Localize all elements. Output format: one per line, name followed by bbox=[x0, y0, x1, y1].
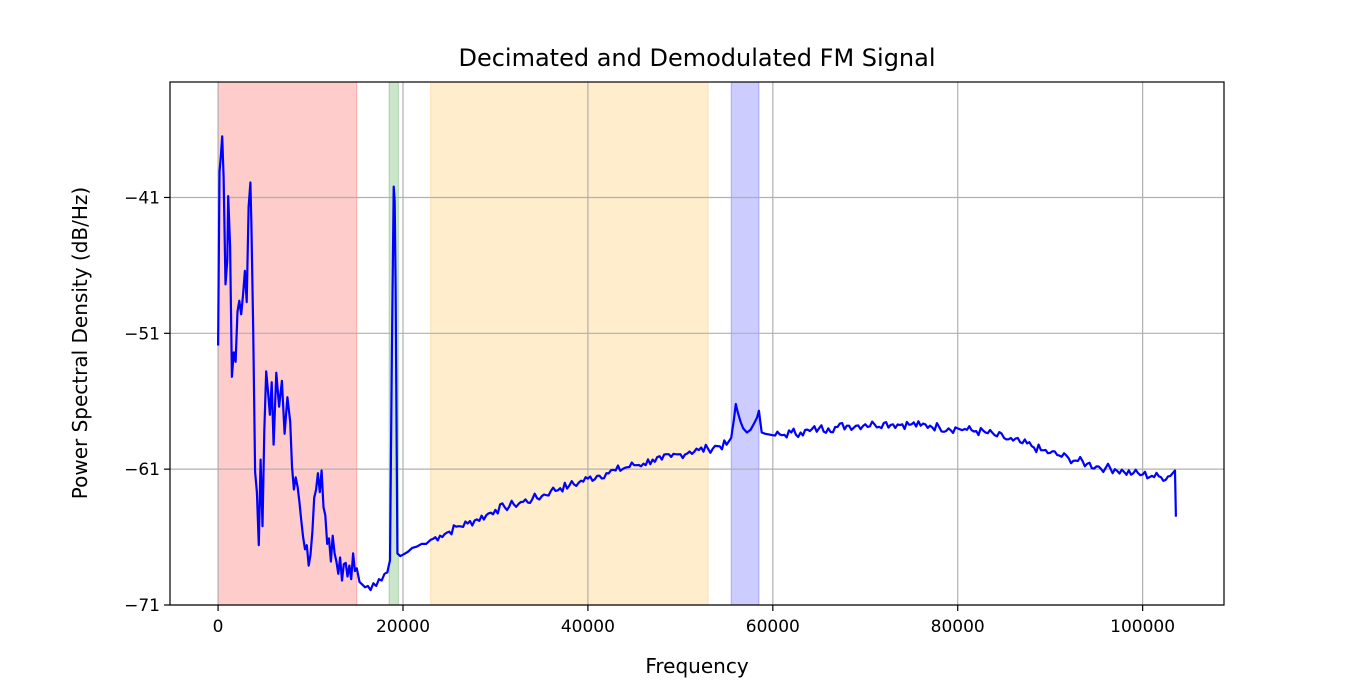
y-tick-label-1: −51 bbox=[124, 324, 160, 344]
x-tick-label-4: 80000 bbox=[931, 617, 985, 637]
frequency-bands bbox=[217, 81, 760, 606]
y-tick-label-3: −71 bbox=[124, 596, 160, 616]
x-axis-ticks: 0 20000 40000 60000 80000 100000 bbox=[213, 605, 1175, 637]
y-axis-ticks: −41 −51 −61 −71 bbox=[124, 188, 170, 616]
x-tick-label-3: 60000 bbox=[746, 617, 800, 637]
y-tick-label-2: −61 bbox=[124, 460, 160, 480]
x-tick-label-0: 0 bbox=[213, 617, 224, 637]
x-tick-label-2: 40000 bbox=[561, 617, 615, 637]
series-layer bbox=[217, 135, 1177, 592]
plot-area-frame bbox=[169, 81, 1225, 606]
y-tick-label-0: −41 bbox=[124, 188, 160, 208]
x-axis-label: Frequency bbox=[645, 654, 748, 678]
band-0 bbox=[217, 81, 358, 606]
chart-title: Decimated and Demodulated FM Signal bbox=[458, 44, 935, 72]
y-axis-label: Power Spectral Density (dB/Hz) bbox=[68, 187, 92, 499]
x-tick-label-1: 20000 bbox=[376, 617, 430, 637]
band-3 bbox=[730, 81, 760, 606]
x-tick-label-5: 100000 bbox=[1110, 617, 1175, 637]
band-2 bbox=[430, 81, 709, 606]
series-line-0 bbox=[217, 135, 1177, 592]
